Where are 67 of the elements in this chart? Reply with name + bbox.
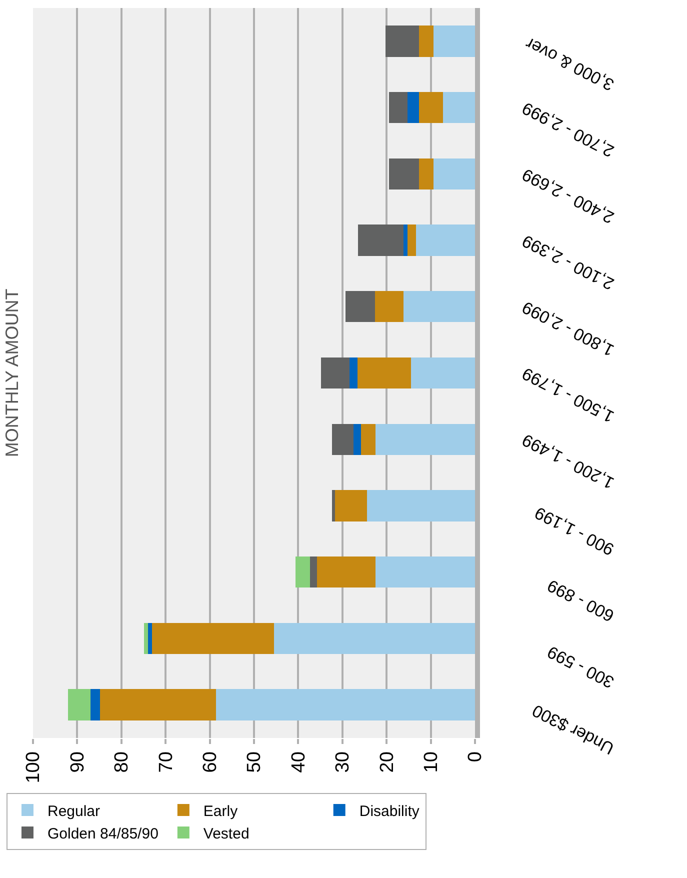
bar <box>310 556 318 588</box>
y-tick-label: 600 - 899 <box>544 576 618 626</box>
x-tick-label: 80 <box>112 752 133 773</box>
y-axis-title: MONTHLY AMOUNT <box>2 288 22 458</box>
x-tick-label: 90 <box>67 752 88 773</box>
bar <box>410 357 475 389</box>
bar <box>375 291 404 322</box>
bar <box>443 92 475 124</box>
bar <box>144 622 148 654</box>
bar <box>407 92 419 124</box>
y-tick-label: 1,200 - 1,499 <box>519 430 618 493</box>
bar <box>216 689 475 720</box>
bar <box>376 556 475 588</box>
bar <box>345 291 376 322</box>
x-tick-label: 20 <box>376 752 398 773</box>
y-tick-label: 3,000 & over <box>522 34 618 94</box>
x-tick-label: 60 <box>200 752 221 773</box>
bar <box>433 158 475 190</box>
bar <box>317 556 376 588</box>
bar <box>321 357 350 389</box>
bar <box>433 26 475 57</box>
legend-label: Golden 84/85/90 <box>47 825 158 842</box>
bar <box>403 224 408 256</box>
bar <box>376 424 475 455</box>
legend-label: Disability <box>359 802 420 820</box>
y-tick-label: 1,800 - 2,099 <box>519 297 618 360</box>
x-tick-label: 30 <box>332 752 354 773</box>
bar <box>90 689 100 720</box>
x-tick-label: 70 <box>156 752 177 773</box>
bar <box>332 424 354 455</box>
x-tick-label: 0 <box>465 752 486 762</box>
bar <box>386 26 419 57</box>
bar <box>349 357 358 389</box>
y-tick-label: 2,100 - 2,399 <box>519 231 618 294</box>
y-tick-label: 300 - 599 <box>544 642 618 692</box>
bar <box>148 622 152 654</box>
bar <box>68 689 90 720</box>
bar <box>416 224 475 256</box>
bar <box>334 490 368 522</box>
legend-label: Vested <box>203 825 250 842</box>
bar <box>418 92 444 124</box>
bar <box>358 224 404 256</box>
x-tick-label: 100 <box>23 752 44 784</box>
bar <box>418 158 434 190</box>
y-tick-label: 2,400 - 2,699 <box>519 164 618 228</box>
bar <box>353 424 361 455</box>
bar <box>296 556 310 588</box>
x-tick-label: 40 <box>288 752 310 773</box>
y-tick-label: 900 - 1,199 <box>532 502 618 559</box>
bar <box>100 689 216 720</box>
bar <box>332 490 335 522</box>
y-tick-label: 2,700 - 2,999 <box>519 98 618 161</box>
legend-label: Early <box>203 802 238 820</box>
bar <box>274 622 475 654</box>
bar <box>407 224 416 256</box>
bar <box>152 622 274 654</box>
bar <box>403 291 475 322</box>
bar <box>367 490 475 522</box>
bar <box>388 158 419 190</box>
y-tick-label: 1,500 - 1,799 <box>519 364 618 426</box>
bar <box>360 424 376 455</box>
bar <box>357 357 411 389</box>
legend-label: Regular <box>47 802 100 820</box>
bar <box>418 26 434 57</box>
bar <box>388 92 408 124</box>
x-tick-label: 50 <box>244 752 266 773</box>
x-tick-label: 10 <box>420 752 442 773</box>
